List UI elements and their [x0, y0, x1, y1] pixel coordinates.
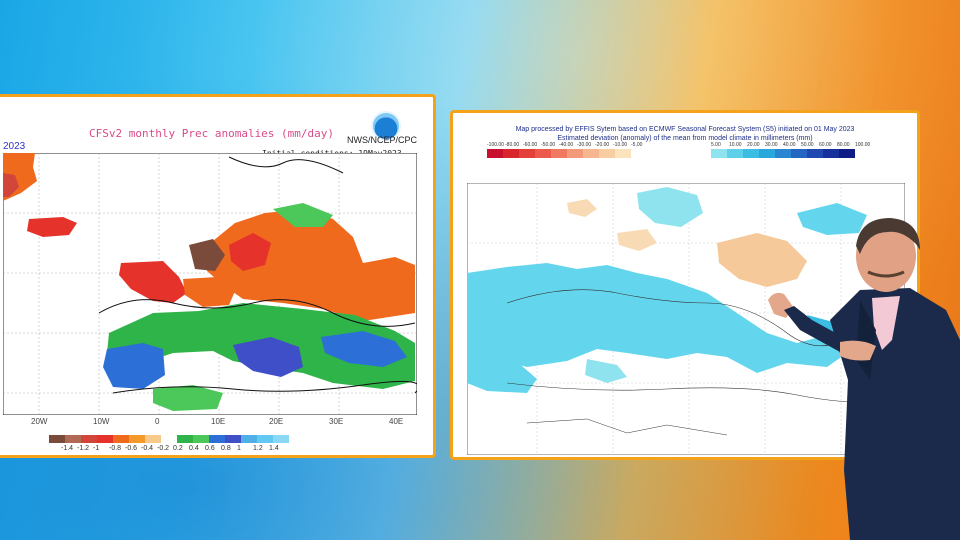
- left-map-x-axis: 20W 10W 0 10E 20E 30E 40E: [0, 417, 433, 429]
- legend-label: 60.00: [819, 142, 832, 148]
- legend-swatch: [615, 149, 631, 158]
- legend-label: 100.00: [855, 142, 871, 148]
- legend-label: 50.00: [801, 142, 814, 148]
- legend-swatch: [743, 149, 759, 158]
- legend-label: 30.00: [765, 142, 778, 148]
- legend-label: 0.4: [189, 445, 199, 452]
- legend-label: 5.00: [711, 142, 721, 148]
- legend-label: -5.00: [631, 142, 643, 148]
- legend-label: 10.00: [729, 142, 742, 148]
- legend-label: -0.8: [109, 445, 122, 452]
- legend-label: 1.4: [269, 445, 279, 452]
- legend-label: -0.6: [125, 445, 138, 452]
- legend-label: -0.4: [141, 445, 154, 452]
- legend-swatch: [487, 149, 503, 158]
- legend-swatch: [225, 435, 241, 443]
- legend-swatch: [839, 149, 855, 158]
- legend-swatch: [241, 435, 257, 443]
- legend-swatch: [177, 435, 193, 443]
- legend-swatch: [711, 149, 727, 158]
- legend-label: -30.00: [577, 142, 592, 148]
- legend-swatch: [583, 149, 599, 158]
- x-tick-label: 40E: [389, 417, 404, 426]
- legend-swatch: [145, 435, 161, 443]
- legend-swatch: [129, 435, 145, 443]
- legend-swatch: [599, 149, 615, 158]
- legend-swatch: [273, 435, 289, 443]
- legend-swatch: [727, 149, 743, 158]
- left-map-title: CFSv2 monthly Prec anomalies (mm/day): [89, 127, 335, 140]
- x-tick-label: 20W: [31, 417, 48, 426]
- right-map-title-line1: Map processed by EFFIS Sytem based on EC…: [515, 126, 855, 133]
- legend-swatch: [97, 435, 113, 443]
- legend-label: 0.2: [173, 445, 183, 452]
- legend-label: -20.00: [595, 142, 610, 148]
- legend-swatch: [807, 149, 823, 158]
- legend-swatch: [113, 435, 129, 443]
- right-map-title-line2: Estimated deviation (anomaly) of the mea…: [557, 135, 813, 142]
- legend-label: 0.8: [221, 445, 231, 452]
- legend-label: -1.2: [77, 445, 90, 452]
- right-map-pos-legend: [711, 149, 855, 158]
- legend-label: 80.00: [837, 142, 850, 148]
- left-map-legend-labels: -1.4 -1.2 -1 -0.8 -0.6 -0.4 -0.2 0.2 0.4 0.6 0.8 1 1…: [51, 445, 361, 455]
- legend-label: -40.00: [559, 142, 574, 148]
- legend-swatch: [791, 149, 807, 158]
- legend-label: 40.00: [783, 142, 796, 148]
- legend-swatch: [535, 149, 551, 158]
- x-tick-label: 10W: [93, 417, 110, 426]
- presenter: [768, 218, 960, 540]
- legend-swatch: [161, 435, 177, 443]
- legend-label: 1.2: [253, 445, 263, 452]
- legend-swatch: [49, 435, 65, 443]
- legend-label: -1: [93, 445, 100, 452]
- legend-swatch: [503, 149, 519, 158]
- legend-swatch: [209, 435, 225, 443]
- legend-swatch: [65, 435, 81, 443]
- x-tick-label: 10E: [211, 417, 226, 426]
- legend-label: -80.00: [505, 142, 520, 148]
- left-map-year: 2023: [3, 141, 26, 152]
- legend-swatch: [551, 149, 567, 158]
- right-map-neg-legend: [487, 149, 631, 158]
- legend-swatch: [81, 435, 97, 443]
- right-map-title: Map processed by EFFIS Sytem based on EC…: [453, 125, 917, 143]
- legend-label: -1.4: [61, 445, 74, 452]
- right-map-neg-legend-labels: -100.00 -80.00 -60.00 -50.00 -40.00 -30.00 -20…: [487, 142, 667, 149]
- legend-label: 20.00: [747, 142, 760, 148]
- left-map-color-legend: [49, 435, 289, 443]
- right-map-pos-legend-labels: 5.00 10.00 20.00 30.00 40.00 50.00 60.00 80.00 1…: [711, 142, 891, 149]
- cfsv2-map-panel: CFSv2 monthly Prec anomalies (mm/day) 20…: [0, 94, 436, 458]
- legend-swatch: [759, 149, 775, 158]
- noaa-logo-icon: [371, 111, 401, 141]
- x-tick-label: 20E: [269, 417, 284, 426]
- legend-label: -50.00: [541, 142, 556, 148]
- legend-label: -60.00: [523, 142, 538, 148]
- legend-swatch: [519, 149, 535, 158]
- legend-label: -100.00: [487, 142, 504, 148]
- left-map-credit: NWS/NCEP/CPC: [347, 135, 418, 145]
- legend-label: 1: [237, 445, 241, 452]
- legend-swatch: [823, 149, 839, 158]
- legend-swatch: [567, 149, 583, 158]
- legend-swatch: [257, 435, 273, 443]
- legend-swatch: [775, 149, 791, 158]
- legend-label: -0.2: [157, 445, 170, 452]
- x-tick-label: 0: [155, 417, 160, 426]
- effis-map-panel: Map processed by EFFIS Sytem based on EC…: [450, 110, 920, 460]
- x-tick-label: 30E: [329, 417, 344, 426]
- left-anomaly-map: [3, 153, 417, 415]
- legend-swatch: [193, 435, 209, 443]
- legend-label: 0.6: [205, 445, 215, 452]
- legend-label: -10.00: [613, 142, 628, 148]
